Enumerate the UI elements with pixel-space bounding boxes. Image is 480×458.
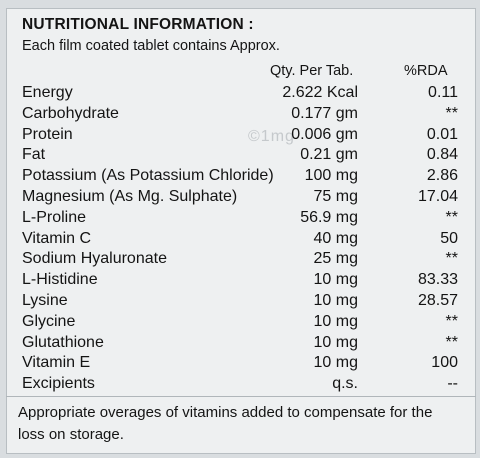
nutrition-subheading: Each film coated tablet contains Approx. xyxy=(22,38,280,54)
table-row: Protein 0.006 gm 0.01 xyxy=(0,126,480,147)
nutrient-name: Glutathione xyxy=(22,333,104,351)
nutrient-qty: 10 mg xyxy=(313,354,358,372)
nutrient-name: Fat xyxy=(22,146,46,164)
nutrition-heading: NUTRITIONAL INFORMATION : xyxy=(22,16,254,33)
nutrient-qty: 100 mg xyxy=(304,167,358,185)
nutrient-qty: 10 mg xyxy=(313,271,358,289)
nutrient-rda: ** xyxy=(445,312,458,330)
nutrient-rda: 2.86 xyxy=(426,167,458,185)
nutrient-name: Excipients xyxy=(22,375,95,393)
nutrient-rda: 0.01 xyxy=(426,125,458,143)
nutrient-qty: 0.177 gm xyxy=(291,104,358,122)
nutrient-qty: q.s. xyxy=(332,375,358,393)
nutrient-qty: 0.21 gm xyxy=(300,146,358,164)
nutrient-rda: 0.84 xyxy=(426,146,458,164)
nutrient-name: Lysine xyxy=(22,291,68,309)
nutrient-rda: ** xyxy=(445,250,458,268)
table-row: L-Histidine 10 mg 83.33 xyxy=(0,271,480,292)
nutrient-qty: 0.006 gm xyxy=(291,125,358,143)
watermark-text: ©1mg xyxy=(248,128,295,145)
nutrient-name: Energy xyxy=(22,84,73,101)
nutrient-rda: 100 xyxy=(431,354,458,372)
table-row: Vitamin E 10 mg 100 xyxy=(0,354,480,375)
table-row: Lysine 10 mg 28.57 xyxy=(0,292,480,313)
nutrient-name: L-Histidine xyxy=(22,271,98,289)
nutrient-qty: 10 mg xyxy=(313,312,358,330)
nutrient-name: Protein xyxy=(22,125,73,143)
table-row: Potassium (As Potassium Chloride) 100 mg 2… xyxy=(0,167,480,188)
table-row: Vitamin C 40 mg 50 xyxy=(0,230,480,251)
nutrient-rda: ** xyxy=(445,333,458,351)
nutrient-name: Glycine xyxy=(22,312,76,330)
nutrient-qty: 75 mg xyxy=(313,187,358,205)
nutrient-name: Vitamin C xyxy=(22,229,92,247)
nutrient-name: Sodium Hyaluronate xyxy=(22,250,167,268)
nutrient-qty: 10 mg xyxy=(313,333,358,351)
nutrient-name: L-Proline xyxy=(22,208,87,226)
table-row: L-Proline 56.9 mg ** xyxy=(0,209,480,230)
nutrient-name: Magnesium (As Mg. Sulphate) xyxy=(22,187,238,205)
nutrient-name: Vitamin E xyxy=(22,354,91,372)
nutrient-rda: 50 xyxy=(440,229,458,247)
rda-column-header: %RDA xyxy=(404,63,448,79)
nutrition-table: Energy 2.622 Kcal 0.11 Carbohydrate 0.177 gm… xyxy=(0,84,480,396)
nutrient-rda: 28.57 xyxy=(417,291,458,309)
table-row: Carbohydrate 0.177 gm ** xyxy=(0,105,480,126)
nutrient-qty: 40 mg xyxy=(313,229,358,247)
footnote: Appropriate overages of vitamins added t… xyxy=(18,404,433,443)
nutrient-qty: 10 mg xyxy=(313,291,358,309)
nutrient-qty: 2.622 Kcal xyxy=(282,84,358,101)
nutrient-name: Carbohydrate xyxy=(22,104,119,122)
label-panel xyxy=(6,8,476,454)
table-row: Magnesium (As Mg. Sulphate) 75 mg 17.04 xyxy=(0,188,480,209)
table-row: Sodium Hyaluronate 25 mg ** xyxy=(0,250,480,271)
table-row: Energy 2.622 Kcal 0.11 xyxy=(0,84,480,105)
nutrient-rda: 0.11 xyxy=(428,84,458,101)
table-row: Glutathione 10 mg ** xyxy=(0,334,480,355)
nutrient-qty: 56.9 mg xyxy=(300,208,358,226)
nutrient-rda: ** xyxy=(445,208,458,226)
nutrient-rda: 83.33 xyxy=(417,271,458,289)
nutrient-rda: -- xyxy=(447,375,458,393)
table-row: Glycine 10 mg ** xyxy=(0,313,480,334)
divider xyxy=(6,396,476,397)
table-row: Excipients q.s. -- xyxy=(0,375,480,396)
nutrient-rda: 17.04 xyxy=(417,187,458,205)
nutrient-rda: ** xyxy=(445,104,458,122)
qty-column-header: Qty. Per Tab. xyxy=(270,63,354,79)
nutrient-qty: 25 mg xyxy=(313,250,358,268)
nutrient-name: Potassium (As Potassium Chloride) xyxy=(22,167,274,185)
table-row: Fat 0.21 gm 0.84 xyxy=(0,146,480,167)
